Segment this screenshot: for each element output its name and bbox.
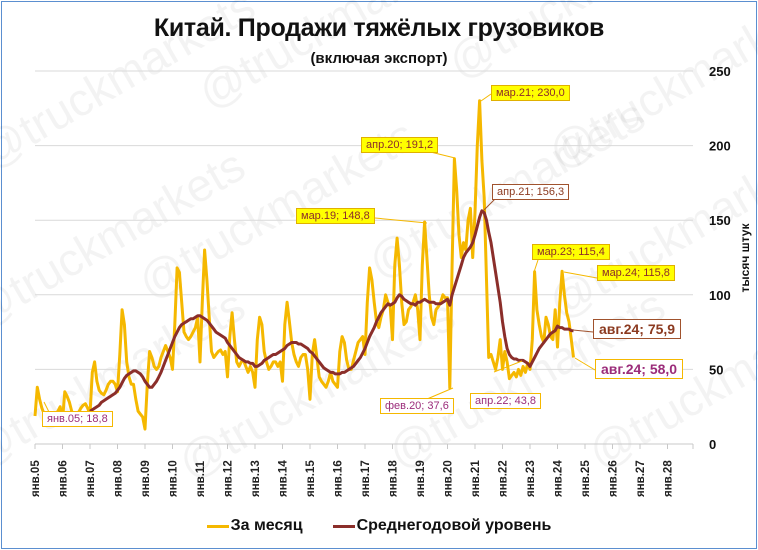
x-tick-label: янв.12 [223, 460, 235, 497]
x-tick-label: янв.15 [305, 460, 317, 497]
annotation-aug24-average: авг.24; 75,9 [593, 319, 682, 339]
y-tick-label: 100 [709, 288, 731, 303]
series-monthly-line [33, 99, 575, 431]
annotation-feb20: фев.20; 37,6 [380, 398, 454, 414]
annotation-mar24: мар.24; 115,8 [597, 265, 675, 281]
legend-item-average: Среднегодовой уровень [332, 517, 552, 535]
legend-swatch-average [332, 524, 355, 528]
x-tick-label: янв.08 [113, 460, 125, 497]
y-axis-title: тысяч штук [738, 223, 752, 293]
annotation-apr22: апр.22; 43,8 [470, 393, 542, 409]
x-axis-ticks: янв.05 янв.06 янв.07 янв.08 янв.09 янв.10 янв.… [30, 444, 694, 497]
annotation-jan05: янв.05; 18,8 [42, 411, 113, 427]
x-tick-label: янв.23 [525, 460, 537, 497]
x-tick-label: янв.06 [58, 460, 70, 497]
x-tick-label: янв.14 [278, 460, 290, 497]
annotation-mar23: мар.23; 115,4 [532, 244, 610, 260]
x-tick-label: янв.28 [663, 460, 675, 497]
legend-label-average: Среднегодовой уровень [356, 517, 552, 534]
x-tick-label: янв.26 [608, 460, 620, 497]
y-tick-label: 150 [709, 213, 731, 228]
x-tick-label: янв.10 [168, 460, 180, 497]
x-tick-label: янв.18 [388, 460, 400, 497]
x-tick-label: янв.11 [195, 460, 207, 497]
x-tick-label: янв.25 [580, 460, 592, 497]
chart-legend: За месяц Среднегодовой уровень [0, 517, 758, 535]
y-tick-label: 200 [709, 139, 731, 154]
annotation-mar21: мар.21; 230,0 [491, 85, 570, 101]
x-tick-label: янв.22 [498, 460, 510, 497]
x-tick-label: янв.07 [85, 460, 97, 497]
chart-subtitle: (включая экспорт) [310, 50, 448, 67]
x-tick-label: янв.17 [360, 460, 372, 497]
y-tick-label: 250 [709, 64, 731, 79]
legend-item-monthly: За месяц [206, 517, 303, 535]
annotation-aug24-monthly: авг.24; 58,0 [595, 359, 684, 379]
annotation-apr21: апр.21; 156,3 [492, 184, 570, 200]
x-tick-label: янв.21 [470, 460, 482, 497]
x-tick-label: янв.05 [30, 460, 42, 497]
watermark-layer: @truckmarkets@truckmarkets@truckmarkets@… [0, 0, 758, 489]
annotation-leaders [43, 93, 598, 419]
annotation-mar19: мар.19; 148,8 [296, 208, 375, 224]
legend-swatch-monthly [206, 524, 229, 528]
y-tick-label: 0 [709, 437, 716, 452]
x-tick-label: янв.09 [140, 460, 152, 497]
series-average-line [89, 209, 574, 413]
legend-label-monthly: За месяц [230, 517, 303, 534]
y-axis-labels: 0 50 100 150 200 250 [709, 64, 731, 452]
y-tick-label: 50 [709, 362, 723, 377]
x-tick-label: янв.27 [635, 460, 647, 497]
x-tick-label: янв.16 [333, 460, 345, 497]
x-tick-label: янв.19 [415, 460, 427, 497]
x-tick-label: янв.20 [443, 460, 455, 497]
chart-title: Китай. Продажи тяжёлых грузовиков [153, 14, 605, 42]
x-tick-label: янв.24 [553, 460, 565, 497]
annotation-apr20: апр.20; 191,2 [361, 137, 439, 153]
x-tick-label: янв.13 [250, 460, 262, 497]
